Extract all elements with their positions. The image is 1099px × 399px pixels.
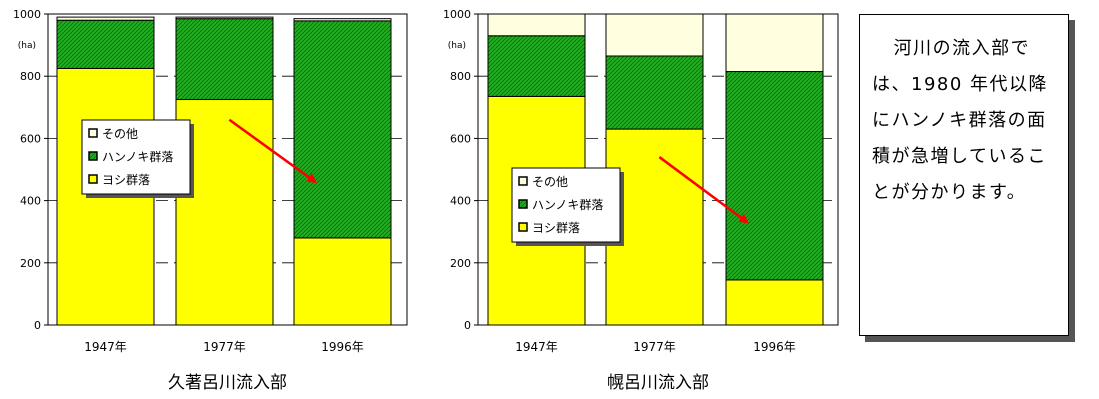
chart-caption: 幌呂川流入部: [607, 373, 709, 393]
trend-arrow: [658, 156, 749, 224]
chart-1: 0 200 400 600 800 1000 (ha) 1947年 1977年 1996年久著呂川…: [13, 8, 408, 393]
x-category-label: 1977年: [203, 340, 246, 354]
bar-segment: [293, 18, 392, 22]
bar-segment: [605, 13, 704, 57]
trend-arrow: [228, 118, 317, 184]
y-tick-label: 600: [450, 132, 471, 145]
bar-segment: [487, 13, 586, 37]
y-tick-label: 400: [450, 195, 471, 208]
y-tick-label: 200: [20, 257, 41, 270]
legend-box: [511, 167, 621, 243]
x-category-label: 1947年: [84, 340, 127, 354]
y-tick-label: 1000: [443, 8, 471, 21]
bar-segment: [725, 13, 824, 73]
bar-segment: [175, 16, 274, 20]
y-tick-label: 800: [450, 70, 471, 83]
bar-segment: [725, 71, 824, 281]
legend-swatch: [518, 176, 528, 186]
legend-label: ヨシ群落: [102, 173, 150, 187]
chart-2: 0 200 400 600 800 1000 (ha) 1947年 1977年 1996年幌呂川流…: [443, 8, 839, 393]
y-tick-label: 0: [464, 319, 471, 332]
bar-segment: [293, 20, 392, 239]
y-tick-label: 200: [450, 257, 471, 270]
legend-label: ハンノキ群落: [532, 198, 603, 212]
y-tick-label: 800: [20, 70, 41, 83]
legend-swatch: [88, 128, 98, 138]
y-tick-label: 600: [20, 132, 41, 145]
x-category-label: 1977年: [633, 340, 676, 354]
bar-segment: [725, 279, 824, 326]
y-axis-unit: (ha): [18, 41, 36, 51]
legend-swatch: [88, 151, 98, 161]
legend-label: その他: [102, 127, 138, 141]
x-category-label: 1947年: [515, 340, 558, 354]
bar-segment: [56, 19, 155, 69]
bar-segment: [293, 237, 392, 326]
note-text: 河川の流入部では、1980 年代以降にハンノキ群落の面積が急増していることが分か…: [872, 38, 1049, 203]
x-category-label: 1996年: [321, 340, 364, 354]
bar-segment: [605, 55, 704, 130]
legend-label: ヨシ群落: [532, 221, 580, 235]
legend-swatch: [88, 174, 98, 184]
legend-label: その他: [532, 175, 568, 189]
legend-swatch: [518, 199, 528, 209]
y-tick-label: 400: [20, 195, 41, 208]
y-tick-label: 0: [34, 319, 41, 332]
bar-segment: [487, 35, 586, 97]
explanation-note: 河川の流入部では、1980 年代以降にハンノキ群落の面積が急増していることが分か…: [859, 14, 1069, 336]
bar-segment: [56, 16, 155, 21]
x-category-label: 1996年: [753, 340, 796, 354]
legend-label: ハンノキ群落: [102, 150, 173, 164]
legend-box: [81, 119, 191, 195]
y-tick-label: 1000: [13, 8, 41, 21]
chart-caption: 久著呂川流入部: [168, 373, 287, 393]
bar-segment: [175, 18, 274, 101]
legend-swatch: [518, 222, 528, 232]
y-axis-unit: (ha): [448, 41, 466, 51]
